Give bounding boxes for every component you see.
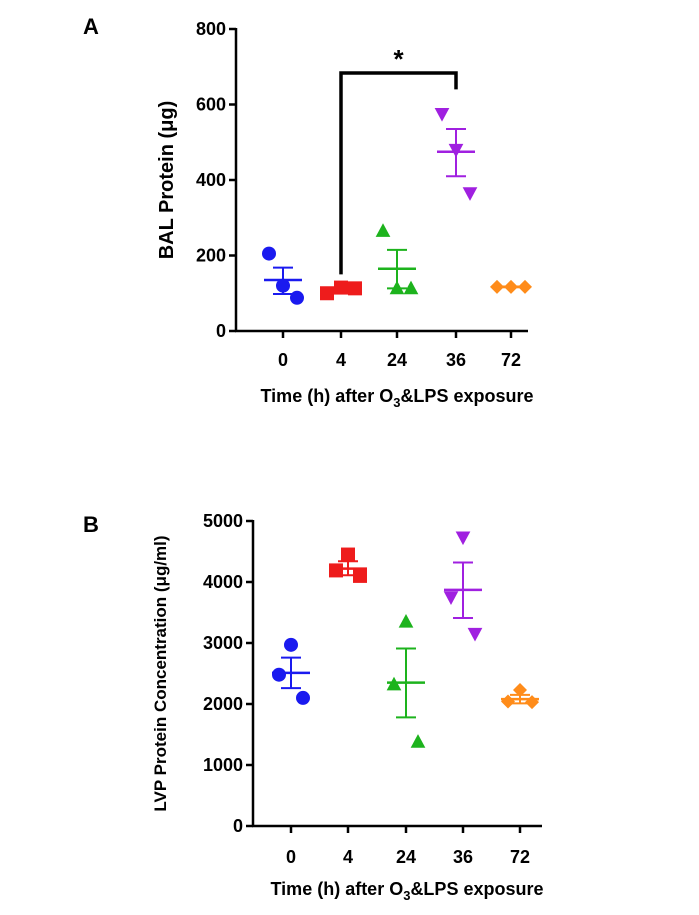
- x-tick-label: 24: [387, 350, 407, 370]
- data-point: [262, 246, 276, 261]
- y-tick-label: 400: [196, 170, 226, 190]
- series-24: [375, 223, 419, 295]
- data-point: [434, 107, 450, 122]
- x-axis-title-main: Time (h) after O: [261, 386, 394, 406]
- data-point: [462, 187, 478, 201]
- data-point: [276, 278, 290, 293]
- series-36: [443, 531, 483, 642]
- y-tick-label: 1000: [203, 755, 243, 775]
- x-tick-label: 0: [278, 350, 288, 370]
- data-point: [296, 690, 310, 705]
- data-point: [443, 591, 459, 605]
- panel-b-label: B: [83, 512, 99, 537]
- data-point: [389, 280, 405, 295]
- series-0: [272, 637, 310, 705]
- data-point: [513, 682, 527, 697]
- data-point: [501, 694, 515, 709]
- data-point: [518, 279, 532, 294]
- data-point: [386, 676, 402, 691]
- data-point: [448, 143, 464, 158]
- x-tick-label: 4: [343, 847, 353, 867]
- series-4: [329, 547, 367, 583]
- data-point: [329, 563, 343, 578]
- data-point: [410, 734, 426, 748]
- data-point: [272, 667, 286, 682]
- significance-asterisk: *: [393, 44, 404, 74]
- y-tick-label: 2000: [203, 694, 243, 714]
- x-tick-label: 36: [453, 847, 473, 867]
- data-point: [403, 280, 419, 295]
- y-tick-label: 5000: [203, 511, 243, 531]
- y-tick-label: 600: [196, 95, 226, 115]
- data-point: [284, 637, 298, 652]
- series-4: [320, 280, 362, 301]
- y-tick-label: 4000: [203, 572, 243, 592]
- data-point: [334, 280, 348, 295]
- y-axis-title: LVP Protein Concentration (μg/ml): [151, 535, 170, 811]
- x-tick-label: 24: [396, 847, 416, 867]
- x-tick-label: 36: [446, 350, 466, 370]
- data-point: [320, 286, 334, 301]
- x-axis-title-subscript: 3: [403, 888, 410, 903]
- y-tick-label: 800: [196, 19, 226, 39]
- series-24: [386, 613, 426, 748]
- x-tick-label: 4: [336, 350, 346, 370]
- series-72: [490, 279, 532, 294]
- data-point: [353, 568, 367, 583]
- data-point: [525, 695, 539, 710]
- series-36: [434, 107, 478, 201]
- data-point: [490, 279, 504, 294]
- data-point: [455, 531, 471, 546]
- y-tick-label: 0: [216, 321, 226, 341]
- x-axis-title-tail: &LPS exposure: [410, 879, 543, 899]
- x-tick-label: 0: [286, 847, 296, 867]
- data-point: [504, 279, 518, 294]
- y-tick-label: 3000: [203, 633, 243, 653]
- y-tick-label: 0: [233, 816, 243, 836]
- data-point: [398, 613, 414, 628]
- y-axis-title: BAL Protein (μg): [156, 101, 178, 260]
- data-point: [348, 281, 362, 296]
- series-0: [262, 246, 304, 305]
- significance-bracket: [339, 71, 458, 275]
- panel-a-chart: 0 200 400 600 800 0 4 24 36 72 BAL Protein (μg) Tim…: [156, 19, 533, 410]
- x-axis-title-main: Time (h) after O: [271, 879, 404, 899]
- panel-a-label: A: [83, 14, 99, 39]
- panel-b-chart: 0 1000 2000 3000 4000 5000 0 4 24 36 72 LVP Protein…: [151, 511, 543, 903]
- y-tick-label: 200: [196, 246, 226, 266]
- data-point: [467, 627, 483, 642]
- data-point: [290, 290, 304, 305]
- x-axis-title: Time (h) after O3&LPS exposure: [271, 879, 544, 903]
- x-tick-label: 72: [510, 847, 530, 867]
- x-tick-label: 72: [501, 350, 521, 370]
- x-axis-title-tail: &LPS exposure: [400, 386, 533, 406]
- x-axis-title: Time (h) after O3&LPS exposure: [261, 386, 534, 410]
- series-72: [501, 682, 539, 710]
- x-axis-title-subscript: 3: [393, 395, 400, 410]
- data-point: [375, 223, 391, 237]
- data-point: [341, 547, 355, 562]
